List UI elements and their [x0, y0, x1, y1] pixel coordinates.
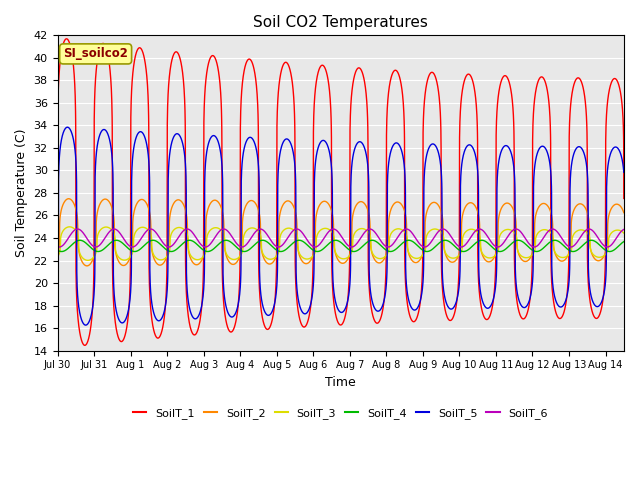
Legend: SoilT_1, SoilT_2, SoilT_3, SoilT_4, SoilT_5, SoilT_6: SoilT_1, SoilT_2, SoilT_3, SoilT_4, Soil… — [129, 404, 552, 423]
Title: Soil CO2 Temperatures: Soil CO2 Temperatures — [253, 15, 428, 30]
Y-axis label: Soil Temperature (C): Soil Temperature (C) — [15, 129, 28, 257]
Text: SI_soilco2: SI_soilco2 — [63, 48, 128, 60]
X-axis label: Time: Time — [325, 376, 356, 389]
